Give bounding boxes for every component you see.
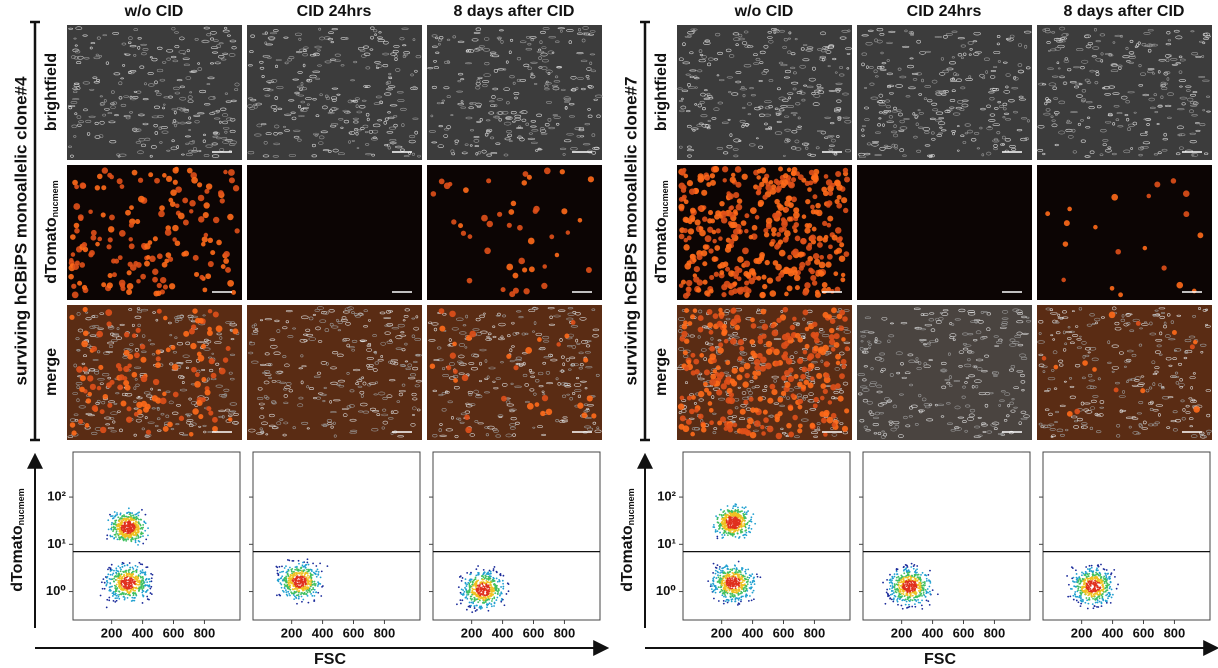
micrograph bbox=[67, 165, 242, 300]
plot-frame bbox=[253, 452, 420, 620]
x-tick-label: 400 bbox=[312, 625, 334, 640]
x-tick-label: 800 bbox=[804, 625, 826, 640]
micrograph bbox=[857, 305, 1032, 440]
row-label: brightfield bbox=[43, 53, 60, 131]
side-label: surviving hCBiPS monoallelic clone#7 bbox=[621, 77, 640, 386]
x-tick-label: 200 bbox=[891, 625, 913, 640]
x-tick-label: 400 bbox=[132, 625, 154, 640]
x-tick-label: 800 bbox=[374, 625, 396, 640]
micrograph bbox=[427, 25, 602, 160]
micrograph bbox=[1037, 165, 1212, 300]
y-tick-label: 10⁰ bbox=[656, 583, 676, 598]
micrograph bbox=[427, 305, 602, 440]
y-axis-label-text: dTomato bbox=[9, 525, 26, 592]
y-axis-label-sub: nucmem bbox=[16, 488, 26, 525]
row-label-sub: nucmem bbox=[660, 180, 670, 217]
row-label: merge bbox=[653, 348, 670, 396]
side-label: surviving hCBiPS monoallelic clone#4 bbox=[11, 76, 30, 385]
y-axis-label: dTomatonucmem bbox=[619, 488, 636, 591]
x-tick-label: 800 bbox=[194, 625, 216, 640]
micrograph bbox=[247, 165, 422, 300]
micrograph bbox=[67, 25, 242, 160]
x-axis-label: FSC bbox=[314, 651, 346, 668]
micrograph bbox=[677, 305, 852, 440]
x-tick-label: 800 bbox=[984, 625, 1006, 640]
row-label: brightfield bbox=[653, 53, 670, 131]
y-tick-label: 10⁰ bbox=[46, 583, 66, 598]
row-label-text: dTomato bbox=[43, 217, 60, 284]
micrograph bbox=[247, 305, 422, 440]
plot-frame bbox=[73, 452, 240, 620]
micrograph bbox=[427, 165, 602, 300]
y-tick-label: 10¹ bbox=[657, 536, 676, 551]
y-axis-label-sub: nucmem bbox=[626, 488, 636, 525]
x-tick-label: 600 bbox=[953, 625, 975, 640]
column-header: 8 days after CID bbox=[1064, 3, 1185, 20]
row-label-sub: nucmem bbox=[50, 180, 60, 217]
x-tick-label: 600 bbox=[163, 625, 185, 640]
row-label-text: brightfield bbox=[43, 53, 60, 131]
row-label: dTomatonucmem bbox=[43, 180, 60, 283]
x-tick-label: 200 bbox=[281, 625, 303, 640]
row-label-text: merge bbox=[43, 348, 60, 396]
x-tick-label: 600 bbox=[523, 625, 545, 640]
column-header: 8 days after CID bbox=[454, 3, 575, 20]
column-header: CID 24hrs bbox=[297, 3, 372, 20]
row-label: merge bbox=[43, 348, 60, 396]
column-header: CID 24hrs bbox=[907, 3, 982, 20]
x-tick-label: 200 bbox=[1071, 625, 1093, 640]
row-label: dTomatonucmem bbox=[653, 180, 670, 283]
plot-frame bbox=[433, 452, 600, 620]
plot-frame bbox=[683, 452, 850, 620]
y-tick-label: 10¹ bbox=[47, 536, 66, 551]
micrograph bbox=[857, 25, 1032, 160]
y-tick-label: 10² bbox=[657, 489, 676, 504]
row-label-text: dTomato bbox=[653, 217, 670, 284]
column-header: w/o CID bbox=[124, 3, 184, 20]
x-tick-label: 400 bbox=[1102, 625, 1124, 640]
x-tick-label: 200 bbox=[711, 625, 733, 640]
micrograph bbox=[1037, 25, 1212, 160]
y-axis-label: dTomatonucmem bbox=[9, 488, 26, 591]
micrograph bbox=[67, 305, 242, 440]
x-tick-label: 400 bbox=[742, 625, 764, 640]
x-tick-label: 200 bbox=[461, 625, 483, 640]
row-label-text: brightfield bbox=[653, 53, 670, 131]
x-tick-label: 400 bbox=[922, 625, 944, 640]
y-tick-label: 10² bbox=[47, 489, 66, 504]
x-tick-label: 600 bbox=[1133, 625, 1155, 640]
x-tick-label: 200 bbox=[101, 625, 123, 640]
x-tick-label: 600 bbox=[773, 625, 795, 640]
y-axis-label-text: dTomato bbox=[619, 525, 636, 592]
row-label-text: merge bbox=[653, 348, 670, 396]
x-tick-label: 800 bbox=[554, 625, 576, 640]
x-tick-label: 800 bbox=[1164, 625, 1186, 640]
micrograph bbox=[677, 165, 852, 300]
micrograph bbox=[857, 165, 1032, 300]
column-header: w/o CID bbox=[734, 3, 794, 20]
x-tick-label: 400 bbox=[492, 625, 514, 640]
x-axis-label: FSC bbox=[924, 651, 956, 668]
plot-frame bbox=[1043, 452, 1210, 620]
micrograph bbox=[247, 25, 422, 160]
x-tick-label: 600 bbox=[343, 625, 365, 640]
micrograph bbox=[1037, 305, 1212, 440]
micrograph bbox=[677, 25, 852, 160]
